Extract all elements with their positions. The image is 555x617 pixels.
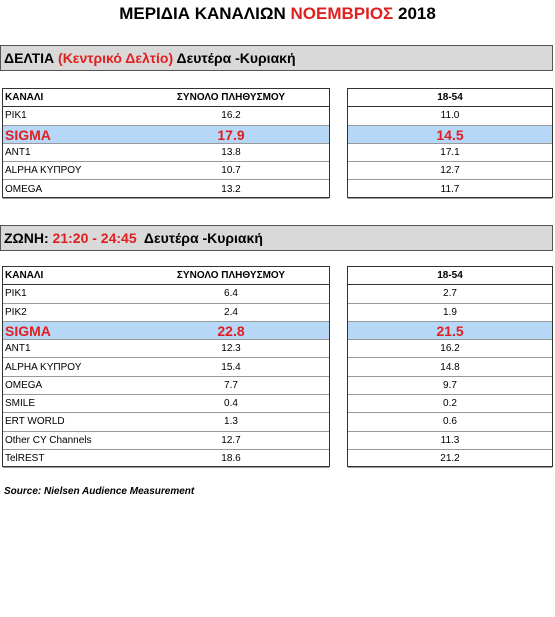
column-header: ΣΥΝΟΛΟ ΠΛΗΘΥΣΜΟΥ bbox=[133, 267, 329, 286]
column-header: ΚΑΝΑΛΙ bbox=[3, 89, 133, 108]
channel-name: SIGMA bbox=[3, 321, 133, 341]
section-header: ΔΕΛΤΙΑ (Κεντρικό Δελτίο) Δευτέρα -Κυριακ… bbox=[0, 45, 553, 71]
section-header-part: ΖΩΝΗ: bbox=[4, 230, 49, 246]
column-header: ΚΑΝΑΛΙ bbox=[3, 267, 133, 286]
section-header-part: ΔΕΛΤΙΑ bbox=[4, 50, 59, 66]
share-value: 0.2 bbox=[348, 395, 552, 414]
share-value: 15.4 bbox=[133, 359, 329, 377]
section-header-part: Δευτέρα -Κυριακή bbox=[136, 230, 263, 246]
column-header: 18-54 bbox=[348, 89, 552, 108]
share-value: 2.4 bbox=[133, 304, 329, 322]
share-value: 1.3 bbox=[133, 413, 329, 432]
share-value: 17.9 bbox=[133, 125, 329, 144]
title-part: ΜΕΡΙΔΙΑ ΚΑΝΑΛΙΩΝ bbox=[119, 4, 291, 23]
table-left: ΚΑΝΑΛΙ ΡΙΚ1 SIGMA ANT1 ALPHA ΚΥΠΡΟΥ OMEGA ΣΥΝΟ… bbox=[2, 88, 330, 199]
channel-name: ANT1 bbox=[3, 340, 133, 359]
channel-name: ALPHA ΚΥΠΡΟΥ bbox=[3, 162, 133, 181]
section-header: ΖΩΝΗ: 21:20 - 24:45 Δευτέρα -Κυριακή bbox=[0, 225, 553, 251]
channel-name: ANT1 bbox=[3, 144, 133, 163]
share-value: 9.7 bbox=[348, 377, 552, 396]
channel-name: OMEGA bbox=[3, 377, 133, 396]
share-value: 18.6 bbox=[133, 450, 329, 469]
channel-name: ERT WORLD bbox=[3, 413, 133, 432]
share-value: 17.1 bbox=[348, 144, 552, 163]
share-value: 11.7 bbox=[348, 181, 552, 199]
channel-name: OMEGA bbox=[3, 181, 133, 199]
table-left: ΚΑΝΑΛΙ ΡΙΚ1 ΡΙΚ2 SIGMA ANT1 ALPHA ΚΥΠΡΟΥ OMEGA… bbox=[2, 266, 330, 469]
channel-name: TelREST bbox=[3, 450, 133, 469]
share-value: 2.7 bbox=[348, 285, 552, 304]
share-value: 22.8 bbox=[133, 321, 329, 341]
share-value: 21.2 bbox=[348, 450, 552, 469]
channel-name: ΡΙΚ2 bbox=[3, 304, 133, 322]
share-value: 13.8 bbox=[133, 144, 329, 163]
share-value: 12.7 bbox=[133, 432, 329, 450]
share-value: 16.2 bbox=[133, 107, 329, 126]
column-header: ΣΥΝΟΛΟ ΠΛΗΘΥΣΜΟΥ bbox=[133, 89, 329, 108]
table-right: 18-54 2.7 1.9 21.5 16.2 14.8 9.7 0.2 0.6 11.3 21.2 bbox=[347, 266, 553, 469]
column-header: 18-54 bbox=[348, 267, 552, 286]
share-value: 11.0 bbox=[348, 107, 552, 126]
share-value: 1.9 bbox=[348, 304, 552, 322]
source: Source: Nielsen Audience Measurement bbox=[4, 486, 195, 497]
share-value: 14.8 bbox=[348, 359, 552, 377]
share-value: 13.2 bbox=[133, 181, 329, 199]
share-value: 0.6 bbox=[348, 413, 552, 432]
share-value: 16.2 bbox=[348, 340, 552, 359]
channel-name: ΡΙΚ1 bbox=[3, 107, 133, 126]
share-value: 7.7 bbox=[133, 377, 329, 396]
title-month: ΝΟΕΜΒΡΙΟΣ bbox=[290, 4, 394, 23]
share-value: 12.7 bbox=[348, 162, 552, 181]
channel-name: ΡΙΚ1 bbox=[3, 285, 133, 304]
table-right: 18-54 11.0 14.5 17.1 12.7 11.7 bbox=[347, 88, 553, 199]
share-value: 12.3 bbox=[133, 340, 329, 359]
channel-name: SMILE bbox=[3, 395, 133, 414]
section-header-part: Δευτέρα -Κυριακή bbox=[173, 50, 296, 66]
share-value: 10.7 bbox=[133, 162, 329, 181]
share-value: 11.3 bbox=[348, 432, 552, 450]
channel-name: Other CY Channels bbox=[3, 432, 133, 450]
section-header-part: 21:20 - 24:45 bbox=[48, 230, 137, 246]
share-value: 6.4 bbox=[133, 285, 329, 304]
share-value: 21.5 bbox=[348, 321, 552, 341]
title-part: 2018 bbox=[393, 4, 436, 23]
share-value: 14.5 bbox=[348, 125, 552, 144]
channel-name: SIGMA bbox=[3, 125, 133, 144]
section-header-part: (Κεντρικό Δελτίο) bbox=[58, 50, 174, 66]
channel-name: ALPHA ΚΥΠΡΟΥ bbox=[3, 359, 133, 377]
share-value: 0.4 bbox=[133, 395, 329, 414]
title: ΜΕΡΙΔΙΑ ΚΑΝΑΛΙΩΝ ΝΟΕΜΒΡΙΟΣ 2018 bbox=[0, 4, 555, 24]
